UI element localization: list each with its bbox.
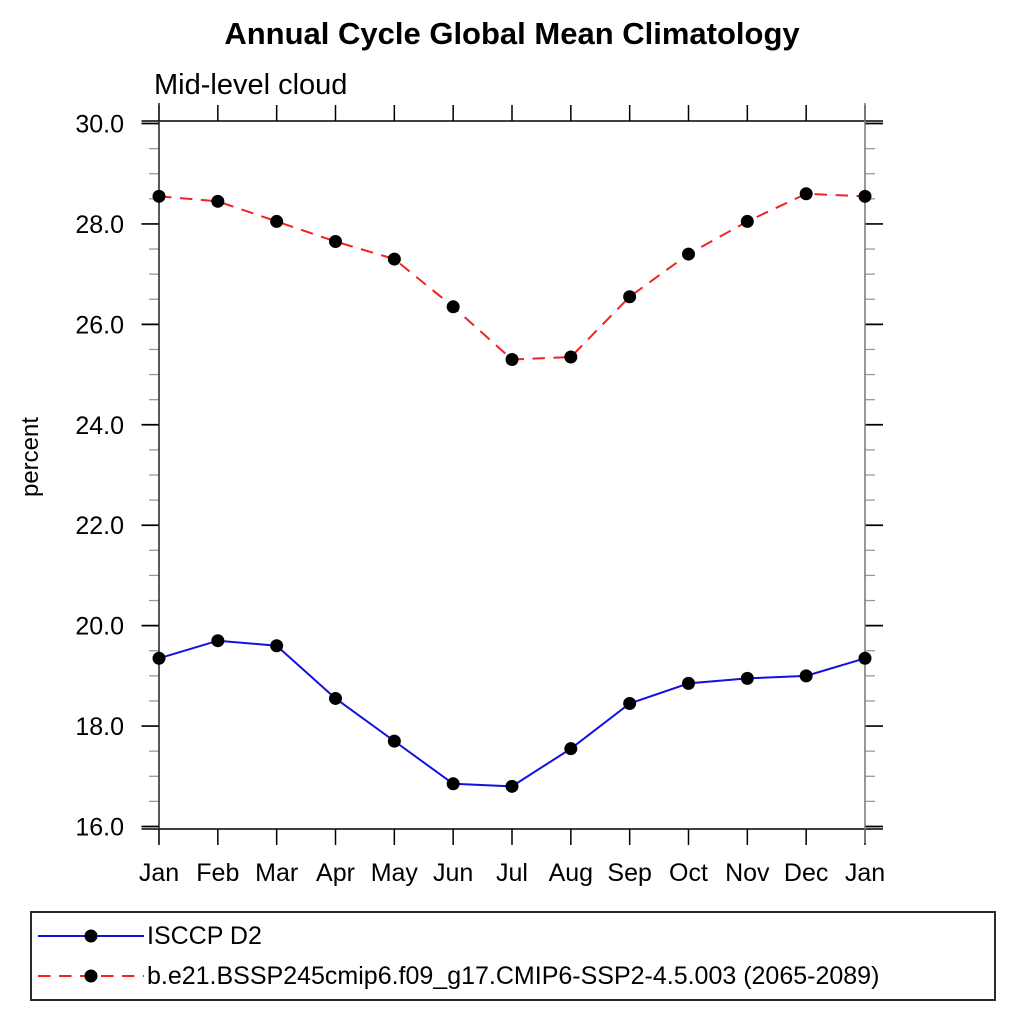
y-tick-label: 26.0	[75, 311, 124, 339]
series-line-model	[158, 192, 866, 361]
data-point-marker	[270, 639, 284, 653]
legend-sample-marker	[84, 929, 98, 943]
data-point-marker	[858, 651, 872, 665]
data-point-marker	[211, 194, 225, 208]
data-point-marker	[799, 187, 813, 201]
x-tick-label: Jan	[139, 859, 179, 887]
legend-label: ISCCP D2	[147, 921, 262, 950]
legend-line-sample-blue-solid	[38, 929, 144, 943]
data-point-marker	[740, 214, 754, 228]
y-tick-label: 30.0	[75, 111, 124, 139]
data-point-marker	[387, 252, 401, 266]
x-tick-label: Jul	[496, 859, 528, 887]
x-tick-label: Jun	[433, 859, 473, 887]
y-tick-label: 22.0	[75, 512, 124, 540]
data-point-marker	[446, 300, 460, 314]
legend-box: ISCCP D2 b.e21.BSSP245cmip6.f09_g17.CMIP…	[30, 911, 996, 1001]
data-point-marker	[682, 247, 695, 261]
data-point-marker	[505, 353, 519, 367]
x-tick-label: Jan	[845, 859, 885, 887]
data-point-marker	[329, 691, 342, 705]
x-tick-label: Sep	[607, 859, 651, 887]
legend-label: b.e21.BSSP245cmip6.f09_g17.CMIP6-SSP2-4.…	[147, 961, 880, 990]
x-tick-label: Dec	[784, 859, 828, 887]
x-tick-label: Aug	[549, 859, 593, 887]
chart-title: Annual Cycle Global Mean Climatology	[224, 16, 800, 51]
data-point-marker	[505, 779, 519, 793]
data-point-marker	[740, 671, 754, 685]
x-tick-label: Oct	[669, 859, 708, 887]
data-point-marker	[152, 189, 166, 203]
y-tick-label: 18.0	[75, 713, 124, 741]
data-point-marker	[270, 214, 284, 228]
data-point-marker	[211, 634, 225, 648]
data-point-marker	[564, 742, 578, 756]
y-tick-label: 28.0	[75, 211, 124, 239]
y-tick-label: 20.0	[75, 613, 124, 641]
legend-item-isccp-d2: ISCCP D2	[38, 916, 994, 956]
data-point-marker	[329, 235, 342, 249]
data-point-marker	[564, 350, 578, 364]
legend-item-model: b.e21.BSSP245cmip6.f09_g17.CMIP6-SSP2-4.…	[38, 956, 994, 996]
y-tick-label: 24.0	[75, 412, 124, 440]
data-point-marker	[623, 696, 637, 710]
y-tick-label: 16.0	[75, 813, 124, 841]
data-point-marker	[858, 189, 872, 203]
legend-line-sample-red-dashed	[38, 969, 144, 983]
x-tick-label: Apr	[316, 859, 355, 887]
data-point-marker	[446, 777, 460, 791]
data-point-marker	[387, 734, 401, 748]
x-tick-label: Mar	[255, 859, 298, 887]
series-line-isccp-d2	[158, 639, 866, 788]
x-tick-label: Nov	[725, 859, 770, 887]
legend-sample-marker	[84, 969, 98, 983]
data-point-marker	[152, 651, 166, 665]
data-point-marker	[799, 669, 813, 683]
data-point-marker	[623, 290, 637, 304]
data-point-marker	[682, 676, 695, 690]
x-tick-label: May	[371, 859, 419, 887]
x-tick-label: Feb	[196, 859, 239, 887]
chart-subtitle: Mid-level cloud	[154, 69, 348, 101]
